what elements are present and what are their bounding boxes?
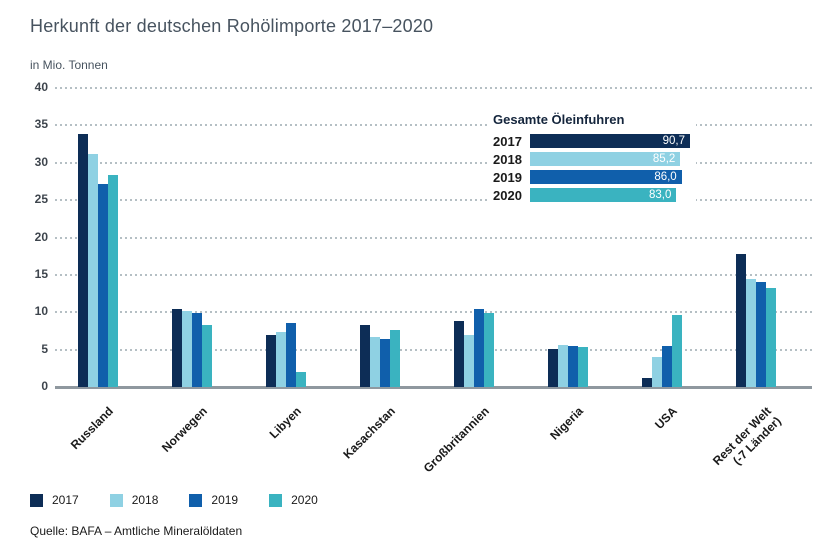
bar-usa-2020 [672, 315, 682, 387]
bar-gro-britannien-2020 [484, 313, 494, 387]
bar-nigeria-2020 [578, 346, 588, 387]
inset-total-bar: 83,0 [530, 188, 677, 202]
legend-swatch-icon [30, 493, 43, 507]
bar-norwegen-2020 [202, 324, 212, 387]
bar-rest-der-welt-7-l-nder--2020 [766, 287, 776, 387]
y-tick-label-35: 35 [34, 117, 48, 132]
source-note: Quelle: BAFA – Amtliche Mineralöldaten [30, 524, 243, 538]
gridline-30 [55, 161, 812, 164]
legend-swatch-icon [109, 493, 123, 507]
bar-kasachstan-2020 [390, 330, 400, 387]
bar-rest-der-welt-7-l-nder--2018 [746, 279, 756, 387]
bar-kasachstan-2019 [380, 339, 390, 387]
bar-gro-britannien-2019 [474, 309, 484, 387]
legend-label: 2019 [211, 493, 239, 507]
y-axis-unit-label: in Mio. Tonnen [30, 58, 108, 72]
legend-item-2018: 2018 [109, 493, 159, 507]
y-tick-label-20: 20 [34, 229, 48, 244]
bar-norwegen-2019 [192, 313, 202, 387]
inset-title: Gesamte Öleinfuhren [493, 112, 625, 127]
plot-area [55, 87, 812, 389]
year-legend: 2017 2018 2019 2020 [30, 493, 318, 507]
bar-libyen-2019 [286, 323, 296, 387]
bar-nigeria-2017 [548, 348, 558, 387]
inset-row-2017: 2017 90,7 [493, 133, 690, 149]
bar-rest-der-welt-7-l-nder--2019 [756, 282, 766, 387]
inset-year-label: 2017 [493, 133, 522, 149]
bar-usa-2018 [652, 357, 662, 387]
bar-norwegen-2018 [182, 310, 192, 387]
x-axis-label-usa: USA [652, 404, 680, 432]
legend-swatch-icon [269, 493, 283, 507]
gridline-20 [55, 236, 812, 239]
inset-row-2018: 2018 85,2 [493, 151, 690, 167]
gridline-40 [55, 87, 812, 89]
y-tick-label-25: 25 [34, 192, 48, 207]
bar-gro-britannien-2018 [464, 334, 474, 387]
bar-russland-2017 [78, 134, 88, 387]
y-tick-label-30: 30 [34, 154, 48, 169]
page-title: Herkunft der deutschen Rohölimporte 2017… [30, 16, 434, 36]
legend-swatch-icon [189, 493, 203, 507]
bar-gro-britannien-2017 [454, 321, 464, 387]
y-tick-label-40: 40 [34, 80, 48, 94]
x-axis-label-rest-der-welt: Rest der Welt (-7 Länder) [709, 404, 785, 468]
y-tick-label-15: 15 [34, 266, 48, 281]
y-tick-label-10: 10 [34, 304, 48, 319]
bar-libyen-2017 [266, 334, 276, 387]
bar-norwegen-2017 [172, 308, 182, 387]
gridline-10 [55, 311, 812, 314]
bar-nigeria-2019 [568, 345, 578, 387]
bar-libyen-2020 [296, 372, 306, 387]
bar-kasachstan-2018 [370, 336, 380, 387]
bar-rest-der-welt-7-l-nder--2017 [736, 253, 746, 387]
inset-rows: 2017 90,7 2018 85,2 2019 86,0 2020 83,0 [493, 133, 690, 203]
inset-row-2019: 2019 86,0 [493, 169, 690, 185]
bar-nigeria-2018 [558, 345, 568, 387]
inset-year-label: 2019 [493, 169, 522, 185]
legend-label: 2018 [131, 493, 159, 507]
inset-row-2020: 2020 83,0 [493, 187, 690, 203]
bar-kasachstan-2017 [360, 324, 370, 387]
y-tick-label-0: 0 [41, 379, 48, 393]
x-axis-label-kasachstan: Kasachstan [340, 404, 398, 462]
inset-total-bar: 90,7 [530, 134, 690, 148]
bar-usa-2017 [642, 378, 652, 387]
gridline-35 [55, 124, 812, 127]
bar-russland-2020 [108, 174, 118, 387]
bar-libyen-2018 [276, 332, 286, 387]
y-tick-label-5: 5 [41, 341, 48, 356]
x-axis-label-gro-britannien: Großbritannien [420, 404, 492, 476]
x-axis-label-nigeria: Nigeria [547, 404, 586, 443]
bar-russland-2018 [88, 153, 98, 387]
gridline-15 [55, 273, 812, 276]
inset-total-bar: 86,0 [530, 170, 682, 184]
inset-year-label: 2018 [493, 151, 522, 167]
gridline-5 [55, 348, 812, 351]
inset-total-bar: 85,2 [530, 152, 681, 166]
legend-label: 2017 [52, 493, 79, 507]
x-axis-line [55, 386, 812, 389]
bar-russland-2019 [98, 183, 108, 387]
legend-label: 2020 [291, 493, 318, 507]
legend-item-2017: 2017 [30, 493, 79, 507]
legend-item-2020: 2020 [269, 493, 318, 507]
legend-item-2019: 2019 [189, 493, 238, 507]
bar-usa-2019 [662, 345, 672, 387]
gridline-25 [55, 199, 812, 202]
totals-inset-legend: Gesamte Öleinfuhren 2017 90,7 2018 85,2 2019… [487, 108, 696, 210]
inset-year-label: 2020 [493, 187, 522, 203]
